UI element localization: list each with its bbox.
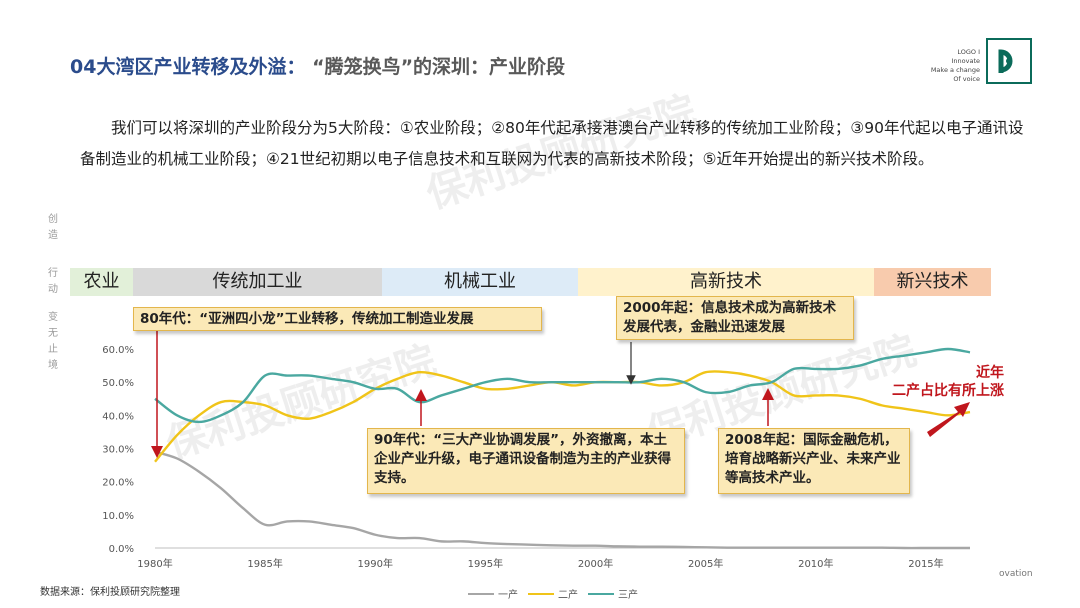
side-char: 创 xyxy=(48,214,58,225)
logo-text: LOGO I Innovate Make a change Of voice xyxy=(930,48,980,84)
stage-hightech: 高新技术 xyxy=(578,268,874,296)
logo-line: Make a change xyxy=(930,66,980,74)
page-title: 04大湾区产业转移及外溢： “腾笼换鸟”的深圳：产业阶段 xyxy=(70,52,565,79)
data-source: 数据来源：保利投顾研究院整理 xyxy=(40,587,180,598)
y-tick-label: 10.0% xyxy=(102,511,134,522)
stage-mechanical: 机械工业 xyxy=(382,268,578,296)
arrow-recent xyxy=(927,402,970,437)
x-tick-label: 1985年 xyxy=(247,557,282,570)
logo-line: Of voice xyxy=(953,75,980,83)
legend-primary: 一产 xyxy=(468,586,518,601)
series-line-2 xyxy=(154,370,971,463)
annotation-recent: 近年 二产占比有所上涨 xyxy=(872,364,1004,400)
stage-agriculture: 农业 xyxy=(70,268,133,296)
stage-emerging: 新兴技术 xyxy=(874,268,991,296)
side-char: 行 xyxy=(48,268,58,279)
x-tick-label: 2000年 xyxy=(578,557,613,570)
annotation-1990s: 90年代：“三大产业协调发展”，外资撤离，本土企业产业升级，电子通讯设备制造为主… xyxy=(367,428,685,494)
logo-icon xyxy=(986,38,1032,84)
ovation-text: ovation xyxy=(999,569,1033,579)
stage-traditional: 传统加工业 xyxy=(133,268,382,296)
legend-label: 二产 xyxy=(558,590,578,601)
logo-line: Innovate xyxy=(951,57,980,65)
recent-line-2: 二产占比有所上涨 xyxy=(892,383,1004,399)
recent-line-1: 近年 xyxy=(976,365,1004,381)
side-text: 创 造 行 动 变 无 止 境 xyxy=(48,212,58,374)
series-line-1 xyxy=(154,450,970,550)
y-tick-label: 40.0% xyxy=(102,411,134,422)
legend-swatch xyxy=(468,592,494,595)
side-char: 造 xyxy=(48,230,58,241)
x-tick-label: 1990年 xyxy=(358,557,393,570)
legend-secondary: 二产 xyxy=(528,586,578,601)
side-char: 变 xyxy=(48,312,58,323)
legend-tertiary: 三产 xyxy=(588,586,638,601)
legend-swatch xyxy=(528,592,554,595)
y-tick-label: 20.0% xyxy=(102,478,134,489)
x-tick-label: 1995年 xyxy=(468,557,503,570)
y-tick-label: 60.0% xyxy=(102,345,134,356)
y-tick-label: 30.0% xyxy=(102,445,134,456)
y-tick-label: 0.0% xyxy=(109,544,134,555)
annotation-1980s: 80年代：“亚洲四小龙”工业转移，传统加工制造业发展 xyxy=(133,307,542,331)
side-char: 止 xyxy=(48,344,58,355)
x-tick-label: 2015年 xyxy=(908,557,943,570)
y-tick-label: 50.0% xyxy=(102,378,134,389)
x-tick-label: 2010年 xyxy=(798,557,833,570)
x-tick-label: 1980年 xyxy=(137,557,172,570)
side-char: 境 xyxy=(48,360,58,371)
side-char: 动 xyxy=(48,284,58,295)
side-char: 无 xyxy=(48,328,58,339)
legend-label: 一产 xyxy=(498,590,518,601)
x-tick-label: 2005年 xyxy=(688,557,723,570)
legend-swatch xyxy=(588,592,614,595)
series-line-3 xyxy=(154,347,971,424)
title-sub: “腾笼换鸟”的深圳：产业阶段 xyxy=(312,56,566,78)
title-main: 04大湾区产业转移及外溢： xyxy=(70,56,306,78)
annotation-2008: 2008年起：国际金融危机，培育战略新兴产业、未来产业等高技术产业。 xyxy=(718,428,910,494)
legend-label: 三产 xyxy=(618,590,638,601)
intro-paragraph: 我们可以将深圳的产业阶段分为5大阶段：①农业阶段；②80年代起承接港澳台产业转移… xyxy=(80,119,1024,168)
annotation-2000: 2000年起：信息技术成为高新技术发展代表，金融业迅速发展 xyxy=(616,296,854,340)
logo-line: LOGO I xyxy=(957,48,980,56)
